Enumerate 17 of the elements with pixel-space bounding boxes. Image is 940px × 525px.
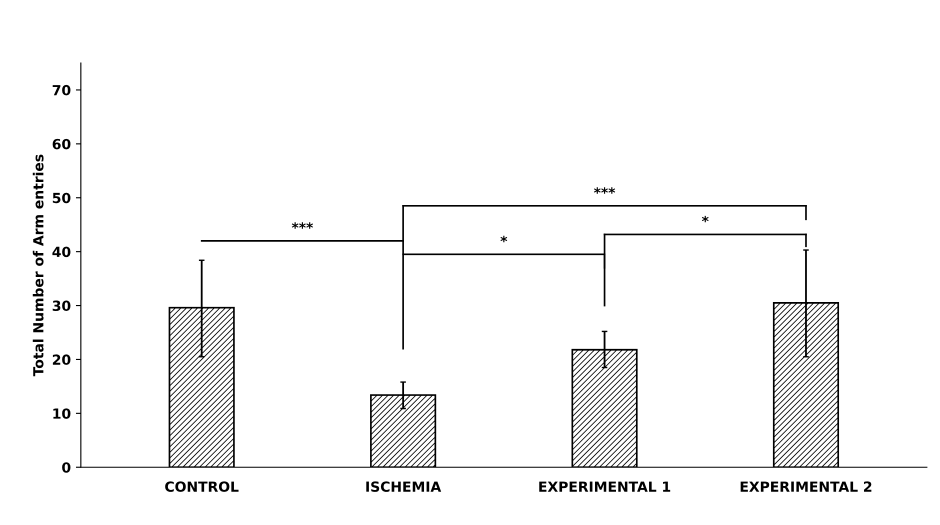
annotation: * (702, 216, 709, 222)
annotation: * (500, 236, 508, 242)
x-tick-label: EXPERIMENTAL 2 (740, 481, 872, 492)
y-tick-label: 0 (62, 462, 70, 473)
x-tick-label: ISCHEMIA (366, 481, 442, 492)
y-tick-label: 20 (52, 354, 70, 365)
y-axis-title: Total Number of Arm entries (32, 154, 44, 376)
y-tick-label: 30 (52, 300, 70, 312)
annotation: *** (292, 222, 314, 229)
y-tick-label: 10 (53, 408, 70, 419)
x-tick-label: EXPERIMENTAL 1 (539, 482, 670, 492)
x-tick-label: CONTROL (165, 481, 239, 492)
y-tick-label: 60 (52, 138, 70, 150)
annotation: *** (594, 187, 616, 194)
y-tick-label: 50 (52, 192, 70, 204)
y-tick-label: 70 (52, 84, 70, 96)
y-tick-label: 40 (52, 246, 70, 258)
